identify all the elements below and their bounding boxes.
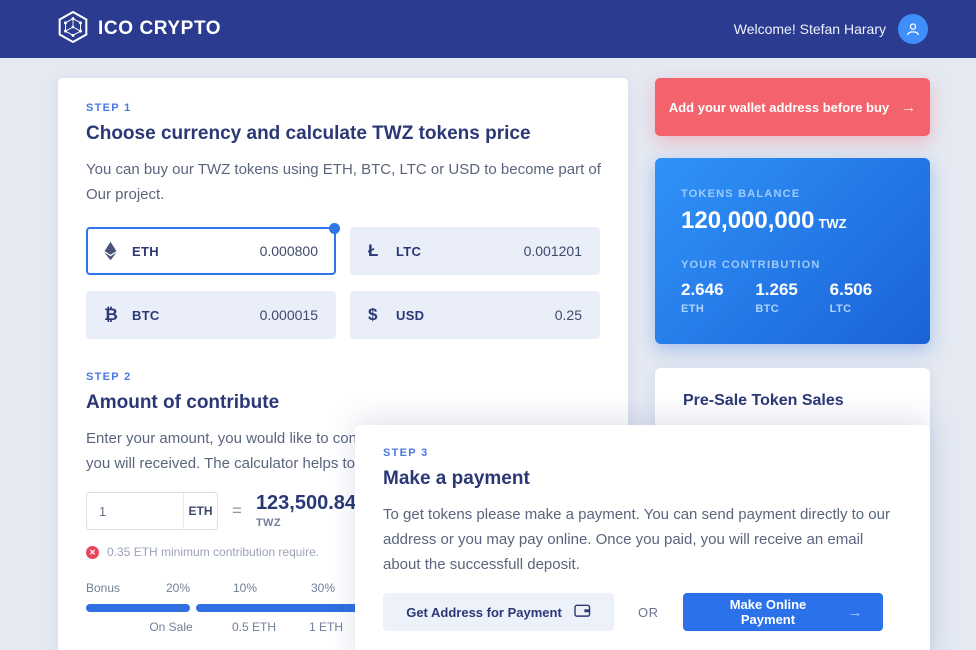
brand-logo[interactable]: ICO CRYPTO	[58, 10, 221, 49]
error-icon: ✕	[86, 545, 99, 559]
dollar-icon: $	[368, 305, 378, 324]
amount-input[interactable]	[87, 493, 183, 529]
amount-input-group: ETH	[86, 492, 218, 530]
step2-title: Amount of contribute	[86, 392, 280, 413]
currency-code: LTC	[396, 243, 422, 259]
bonus-tier: 30%	[310, 581, 336, 595]
add-wallet-address-button[interactable]: Add your wallet address before buy →	[655, 78, 930, 136]
make-online-payment-button[interactable]: Make Online Payment →	[682, 593, 883, 631]
bitcoin-icon: ₿	[104, 305, 118, 324]
currency-tile-eth[interactable]: ETH 0.000800	[86, 223, 340, 275]
currency-code: ETH	[132, 243, 159, 259]
currency-tile-usd[interactable]: $ USD 0.25	[350, 291, 600, 339]
balance-label: TOKENS BALANCE	[681, 188, 801, 200]
user-avatar[interactable]	[898, 14, 928, 44]
arrow-right-icon: →	[901, 98, 917, 116]
step2-label: STEP 2	[86, 371, 132, 383]
step3-description: To get tokens please make a payment. You…	[383, 506, 890, 573]
currency-rate: 0.25	[554, 307, 582, 323]
currency-options: ETH 0.000800 Ł LTC 0.001201 ₿ BTC 0.0000…	[86, 223, 600, 339]
currency-tile-btc[interactable]: ₿ BTC 0.000015	[86, 291, 336, 339]
currency-rate: 0.001201	[523, 243, 582, 259]
make-payment-card: STEP 3 Make a payment To get tokens plea…	[355, 425, 930, 650]
currency-code: BTC	[132, 307, 160, 323]
contribution-label: YOUR CONTRIBUTION	[681, 259, 821, 271]
wallet-icon	[574, 603, 591, 621]
bonus-tier: 10%	[232, 581, 258, 595]
litecoin-icon: Ł	[368, 241, 379, 260]
bonus-milestone: 0.5 ETH	[231, 620, 277, 634]
brand-name: ICO CRYPTO	[98, 18, 222, 39]
bonus-milestone: 1 ETH	[308, 620, 344, 634]
equals-sign: =	[232, 501, 242, 520]
or-separator: OR	[638, 604, 659, 620]
tokens-balance-card: TOKENS BALANCE 120,000,000 TWZ YOUR CONTR…	[655, 158, 930, 344]
currency-code: USD	[396, 307, 425, 323]
currency-rate: 0.000015	[259, 307, 318, 323]
hexagon-logo-icon	[58, 10, 88, 49]
currency-rate: 0.000800	[259, 243, 318, 259]
step1-title: Choose currency and calculate TWZ tokens…	[86, 123, 531, 144]
contribution-values: 2.646 ETH 1.265 BTC 6.506 LTC	[681, 280, 904, 315]
contribution-item: 2.646 ETH	[681, 280, 724, 315]
minimum-contribution-warning: ✕ 0.35 ETH minimum contribution require.	[86, 545, 600, 559]
presale-title: Pre-Sale Token Sales	[683, 392, 844, 409]
ethereum-icon	[104, 241, 132, 261]
step3-title: Make a payment	[383, 468, 530, 489]
contribution-item: 1.265 BTC	[755, 280, 798, 315]
bonus-bar-segment	[86, 604, 190, 612]
bonus-milestone: On Sale	[149, 620, 193, 634]
balance-unit: TWZ	[818, 216, 847, 231]
selected-indicator-dot	[329, 223, 340, 234]
currency-tile-ltc[interactable]: Ł LTC 0.001201	[350, 227, 600, 275]
amount-unit-label: ETH	[183, 493, 217, 529]
result-value: 123,500.84	[255, 492, 357, 514]
conversion-result: 123,500.84 TWZ	[256, 493, 356, 529]
step1-description: You can buy our TWZ tokens using ETH, BT…	[86, 161, 601, 203]
step3-label: STEP 3	[383, 447, 429, 459]
step1-label: STEP 1	[86, 102, 132, 114]
navbar: ICO CRYPTO Welcome! Stefan Harary	[0, 0, 976, 58]
balance-value: 120,000,000 TWZ	[681, 207, 847, 234]
payment-actions: Get Address for Payment OR Make Online P…	[383, 593, 902, 631]
arrow-right-icon: →	[847, 603, 863, 621]
person-icon	[907, 23, 919, 36]
contribution-item: 6.506 LTC	[829, 280, 873, 315]
buy-tokens-card: STEP 1 Choose currency and calculate TWZ…	[58, 78, 628, 650]
bonus-label: Bonus	[86, 581, 121, 595]
welcome-message: Welcome! Stefan Harary	[733, 21, 886, 37]
bonus-tier: 20%	[165, 581, 191, 595]
calculator: ETH = 123,500.84 TWZ	[86, 492, 600, 530]
get-address-button[interactable]: Get Address for Payment	[383, 593, 614, 631]
result-unit: TWZ	[255, 517, 281, 529]
